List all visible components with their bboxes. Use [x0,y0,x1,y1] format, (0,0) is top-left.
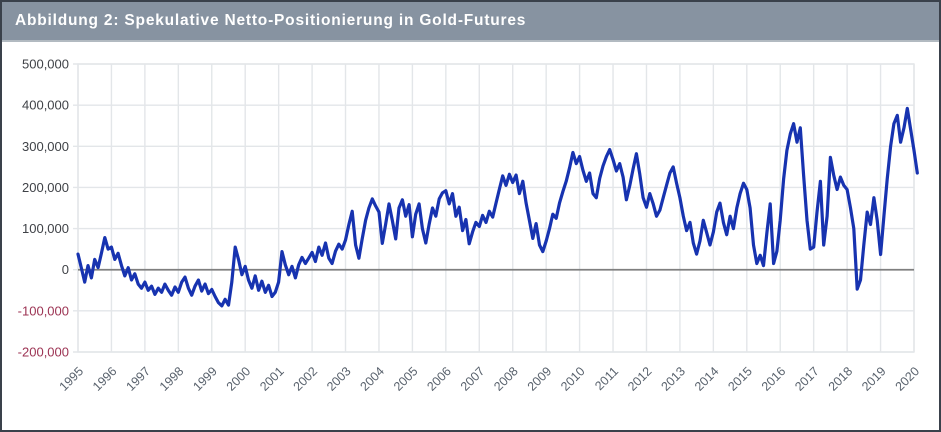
x-axis-label: 2007 [458,364,488,394]
plot-border [77,63,915,353]
x-axis-label: 2001 [257,364,287,394]
x-axis-label: 2008 [491,364,521,394]
x-axis-label: 2019 [859,364,889,394]
y-axis-label: 200,000 [22,180,69,195]
x-axis-label: 1998 [157,364,187,394]
x-axis-label-group: 2007 [458,364,488,394]
x-axis-label-group: 1997 [123,364,153,394]
x-axis-label-group: 2017 [792,364,822,394]
x-axis-label-group: 2013 [658,364,688,394]
x-axis-label-group: 2002 [291,364,321,394]
x-axis-label: 2012 [625,364,655,394]
x-axis-label: 2018 [826,364,856,394]
x-axis-label: 1997 [123,364,153,394]
x-axis-label: 2010 [558,364,588,394]
x-axis-label-group: 1998 [157,364,187,394]
x-axis-label-group: 2001 [257,364,287,394]
x-axis-label: 2011 [592,364,621,393]
x-axis-label: 2015 [725,364,755,394]
x-axis-label-group: 2019 [859,364,889,394]
figure-title: Abbildung 2: Spekulative Netto-Positioni… [15,12,527,29]
x-axis-label: 2014 [692,364,722,394]
x-axis-label: 2013 [658,364,688,394]
chart-svg: 500,000 400,000 300,000 200,000 100,000 0 -100… [18,57,923,394]
x-axis-label-group: 1995 [57,364,87,394]
x-axis-label: 2016 [759,364,789,394]
x-axis-label: 2020 [893,364,923,394]
x-axis-label-group: 2010 [558,364,588,394]
y-axis-label: -200,000 [18,345,69,360]
x-axis-label: 2006 [424,364,454,394]
x-axis-label-group: 2009 [525,364,555,394]
x-axis-label: 2017 [792,364,822,394]
x-axis-label-group: 2016 [759,364,789,394]
series-line [76,106,919,308]
x-axis-label: 2005 [391,364,421,394]
x-axis-label-group: 2003 [324,364,354,394]
y-axis-label: 400,000 [22,98,69,113]
chart-area: 500,000 400,000 300,000 200,000 100,000 0 -100… [2,44,939,430]
x-axis-label-group: 2015 [725,364,755,394]
x-axis-label-group: 2018 [826,364,856,394]
x-axis-label-group: 2000 [224,364,254,394]
x-axis-label-group: 2005 [391,364,421,394]
figure-title-bar: Abbildung 2: Spekulative Netto-Positioni… [2,2,939,42]
y-axis-label: -100,000 [18,303,69,318]
y-axis-label: 500,000 [22,57,69,72]
x-axis-label-group: 2014 [692,364,722,394]
x-axis-label-group: 2004 [358,364,388,394]
y-axis-label: 300,000 [22,139,69,154]
y-axis-label: 0 [62,262,69,277]
x-axis-label-group: 1996 [90,364,120,394]
x-axis-label-group: 2011 [592,364,621,393]
x-axis-label: 1996 [90,364,120,394]
x-axis-label: 1999 [190,364,220,394]
x-axis-label-group: 1999 [190,364,220,394]
x-axis-label-group: 2008 [491,364,521,394]
x-axis-label: 2009 [525,364,555,394]
x-axis-label: 2004 [358,364,388,394]
x-axis-label: 2003 [324,364,354,394]
x-axis-label: 2002 [291,364,321,394]
x-axis-label-group: 2012 [625,364,655,394]
x-axis-label-group: 2020 [893,364,923,394]
x-axis-label-group: 2006 [424,364,454,394]
y-axis-label: 100,000 [22,221,69,236]
x-axis-label: 1995 [57,364,87,394]
x-axis-label: 2000 [224,364,254,394]
